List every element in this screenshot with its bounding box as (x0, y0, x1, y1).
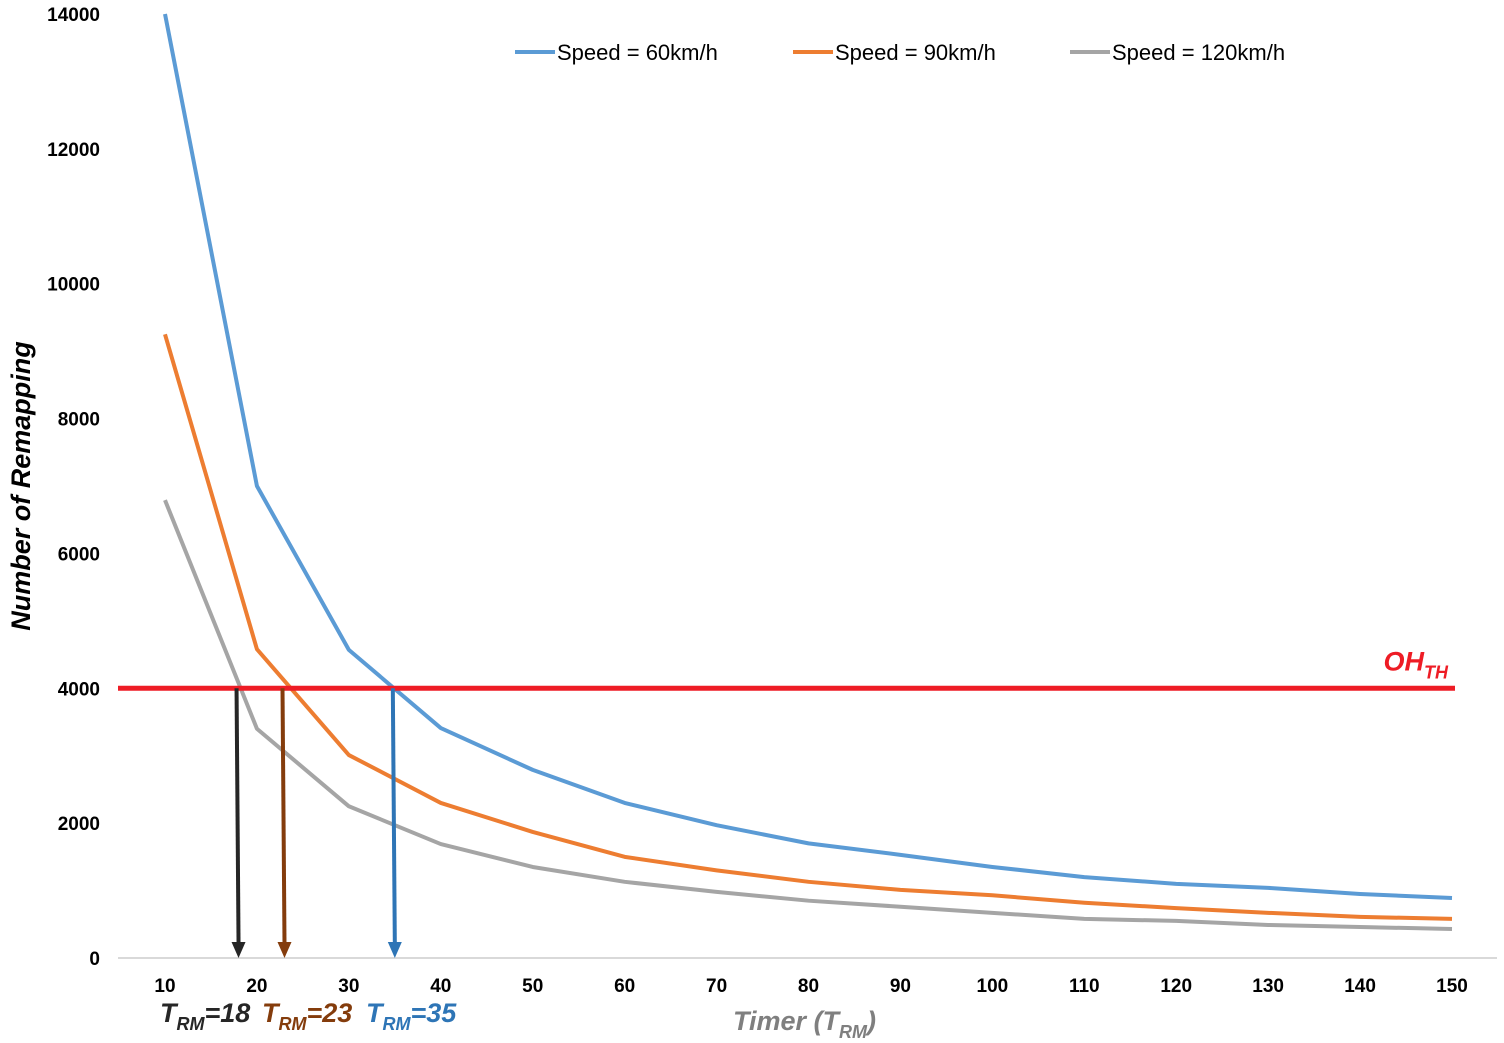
x-tick-label: 90 (890, 976, 911, 997)
x-tick-label: 130 (1252, 976, 1284, 997)
y-tick-label: 8000 (58, 410, 100, 431)
annotation-label: TRM=18 (160, 998, 250, 1034)
y-tick-label: 12000 (47, 140, 100, 161)
x-tick-label: 30 (338, 976, 359, 997)
annotation-arrow (234, 688, 241, 945)
annotation-label: TRM=35 (366, 998, 457, 1034)
x-tick-label: 20 (246, 976, 267, 997)
series-line-2 (163, 499, 1453, 932)
y-tick-label: 4000 (58, 679, 100, 700)
x-tick-label: 150 (1436, 976, 1468, 997)
y-tick-label: 2000 (58, 814, 100, 835)
y-axis-title: Number of Remapping (6, 341, 36, 631)
arrow-head (277, 942, 292, 958)
arrow-head (231, 942, 246, 958)
x-tick-label: 60 (614, 976, 635, 997)
arrow-head (387, 942, 402, 958)
annotation-label: TRM=23 (262, 998, 352, 1034)
series-line-0 (163, 13, 1453, 900)
x-tick-label: 10 (154, 976, 175, 997)
x-tick-label: 80 (798, 976, 819, 997)
x-tick-label: 70 (706, 976, 727, 997)
y-tick-label: 10000 (47, 275, 100, 296)
y-tick-label: 6000 (58, 544, 100, 565)
x-tick-label: 110 (1069, 976, 1100, 997)
y-tick-label: 0 (89, 949, 100, 970)
annotation-arrow (280, 688, 287, 945)
legend-label: Speed = 60km/h (557, 40, 718, 65)
legend-label: Speed = 120km/h (1112, 40, 1285, 65)
annotation-arrow (390, 688, 397, 945)
x-tick-label: 120 (1160, 976, 1192, 997)
x-axis-title: Timer (TRM) (733, 1006, 876, 1042)
threshold-label: OHTH (1384, 646, 1449, 682)
series-line-1 (163, 333, 1453, 921)
x-tick-label: 140 (1344, 976, 1376, 997)
legend-label: Speed = 90km/h (835, 40, 996, 65)
x-tick-label: 100 (977, 976, 1009, 997)
y-tick-label: 14000 (47, 5, 100, 26)
x-tick-label: 50 (522, 976, 543, 997)
x-tick-label: 40 (430, 976, 451, 997)
